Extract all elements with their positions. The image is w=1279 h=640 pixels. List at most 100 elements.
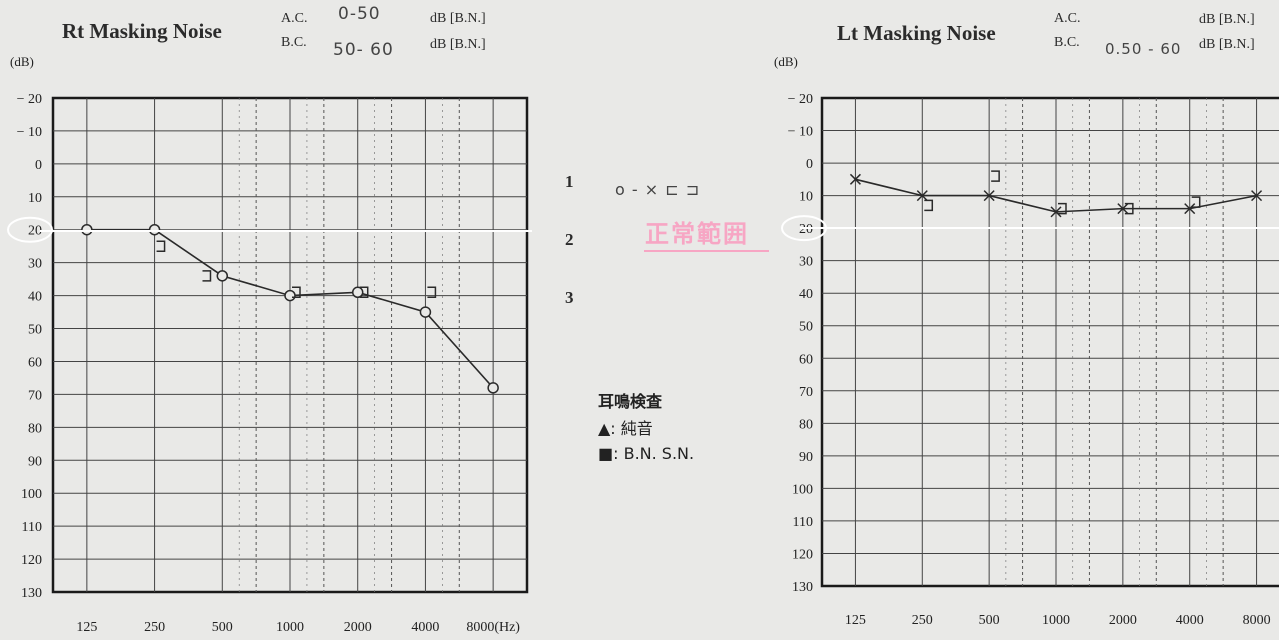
data-point-cross — [916, 190, 928, 202]
y-tick-label: 0 — [35, 158, 42, 173]
data-point-circle — [81, 223, 93, 236]
y-tick-label: 80 — [799, 417, 813, 432]
y-tick-label: − 10 — [788, 125, 813, 140]
x-tick-label: 2000 — [1109, 613, 1137, 628]
y-tick-label: 30 — [28, 257, 42, 272]
y-tick-label: 80 — [28, 421, 42, 436]
legend-bn-sn: ■: B.N. S.N. — [598, 444, 695, 463]
tinnitus-test-title: 耳鳴検査 — [598, 392, 663, 411]
x-tick-label: 1000 — [1042, 613, 1070, 628]
rt-bc-value: 50- 60 — [333, 40, 394, 60]
data-point-circle — [148, 223, 161, 236]
symbol-key: o - × ⊏ ⊐ — [615, 180, 701, 199]
x-tick-label: 125 — [845, 613, 866, 628]
data-point-bracket — [1191, 196, 1201, 208]
row-mark-1: 1 — [565, 172, 574, 191]
reference-line-left — [800, 227, 1279, 229]
lt-bc-value: 0.50 - 60 — [1105, 40, 1182, 58]
data-point-cross — [1184, 203, 1196, 215]
legend-pure-tone: ▲: 純音 — [598, 419, 653, 438]
lt-ac-label: A.C. — [1054, 11, 1081, 26]
data-point-bracket — [202, 270, 212, 282]
reference-line-right — [40, 230, 532, 232]
row-mark-3: 3 — [565, 288, 574, 307]
y-tick-label: 20 — [28, 224, 42, 239]
data-point-bracket — [1124, 202, 1134, 215]
y-tick-label: 100 — [792, 482, 813, 497]
y-tick-label: 130 — [21, 586, 42, 601]
y-tick-label: 60 — [28, 355, 42, 370]
data-point-bracket — [991, 170, 1000, 182]
x-tick-label: 4000 — [1176, 613, 1204, 628]
rt-ac-label: A.C. — [281, 11, 308, 26]
x-tick-label: 250 — [912, 613, 933, 628]
data-point-cross — [849, 173, 861, 185]
y-axis-unit: (dB) — [10, 54, 34, 69]
y-tick-label: 30 — [799, 255, 813, 270]
x-tick-label: 2000 — [344, 620, 372, 635]
lt-bc-unit: dB [B.N.] — [1199, 37, 1255, 52]
x-tick-label: 125 — [76, 620, 97, 635]
x-tick-label: 1000 — [276, 620, 304, 635]
normal-range-underline — [644, 250, 769, 252]
data-point-bracket — [427, 286, 437, 299]
y-tick-label: 110 — [793, 515, 813, 530]
y-tick-label: 40 — [799, 287, 813, 302]
data-point-cross — [1117, 203, 1129, 215]
lt-ac-unit: dB [B.N.] — [1199, 12, 1255, 27]
y-tick-label: 10 — [799, 190, 813, 205]
y-tick-label: 70 — [28, 388, 42, 403]
x-tick-label: 250 — [144, 620, 165, 635]
y-tick-label: 10 — [28, 191, 42, 206]
lt-panel-title: Lt Masking Noise — [837, 21, 996, 45]
data-point-bracket — [292, 286, 301, 299]
data-point-cross — [1050, 206, 1062, 218]
data-point-circle — [284, 289, 296, 302]
row-mark-2: 2 — [565, 230, 574, 249]
y-tick-label: 110 — [22, 520, 42, 535]
y-tick-label: 130 — [792, 580, 813, 595]
data-point-bracket — [924, 199, 934, 212]
y-tick-label: 40 — [28, 290, 42, 305]
lt-audiogram-chart: − 20 − 10 0 10 20 30 40 50 60 70 80 90 100 110 120 130 (… — [774, 54, 1279, 628]
x-tick-label: 8000 — [1243, 613, 1271, 628]
data-point-bracket — [359, 286, 369, 299]
y-tick-label: − 10 — [17, 125, 42, 140]
y-tick-label: 50 — [28, 323, 42, 338]
y-tick-label: 90 — [799, 450, 813, 465]
reference-20-ring — [7, 216, 53, 243]
y-tick-label: 60 — [799, 352, 813, 367]
chart-frame — [820, 96, 1279, 588]
x-tick-label: 8000(Hz) — [466, 620, 520, 635]
y-tick-label: 0 — [806, 157, 813, 172]
data-point-circle — [419, 306, 432, 318]
rt-ac-value: 0-50 — [338, 4, 381, 24]
y-tick-label: 90 — [28, 454, 42, 469]
rt-audiogram-chart: − 20 − 10 0 10 20 30 40 50 60 70 80 90 100 110 120 130 (… — [7, 54, 529, 635]
y-axis-unit: (dB) — [774, 54, 798, 69]
rt-ac-unit: dB [B.N.] — [430, 11, 486, 26]
y-tick-label: 120 — [792, 547, 813, 562]
data-point-cross — [983, 190, 995, 202]
data-point-circle — [351, 286, 364, 299]
rt-bc-label: B.C. — [281, 35, 307, 50]
data-point-bracket — [1058, 202, 1067, 215]
y-tick-label: − 20 — [788, 92, 813, 107]
lt-bc-label: B.C. — [1054, 35, 1080, 50]
x-tick-label: 4000 — [411, 620, 439, 635]
y-tick-label: 120 — [21, 553, 42, 568]
y-tick-label: 50 — [799, 320, 813, 335]
data-point-circle — [487, 382, 499, 394]
x-tick-label: 500 — [979, 613, 1000, 628]
x-tick-label: 500 — [212, 620, 233, 635]
rt-bc-unit: dB [B.N.] — [430, 37, 486, 52]
rt-panel-title: Rt Masking Noise — [62, 19, 222, 43]
data-point-bracket — [156, 240, 166, 252]
normal-range-label: 正常範囲 — [645, 220, 749, 248]
y-tick-label: − 20 — [17, 92, 42, 107]
data-point-cross — [1251, 190, 1263, 202]
data-point-circle — [216, 270, 229, 282]
y-tick-label: 100 — [21, 487, 42, 502]
y-tick-label: 20 — [799, 222, 813, 237]
